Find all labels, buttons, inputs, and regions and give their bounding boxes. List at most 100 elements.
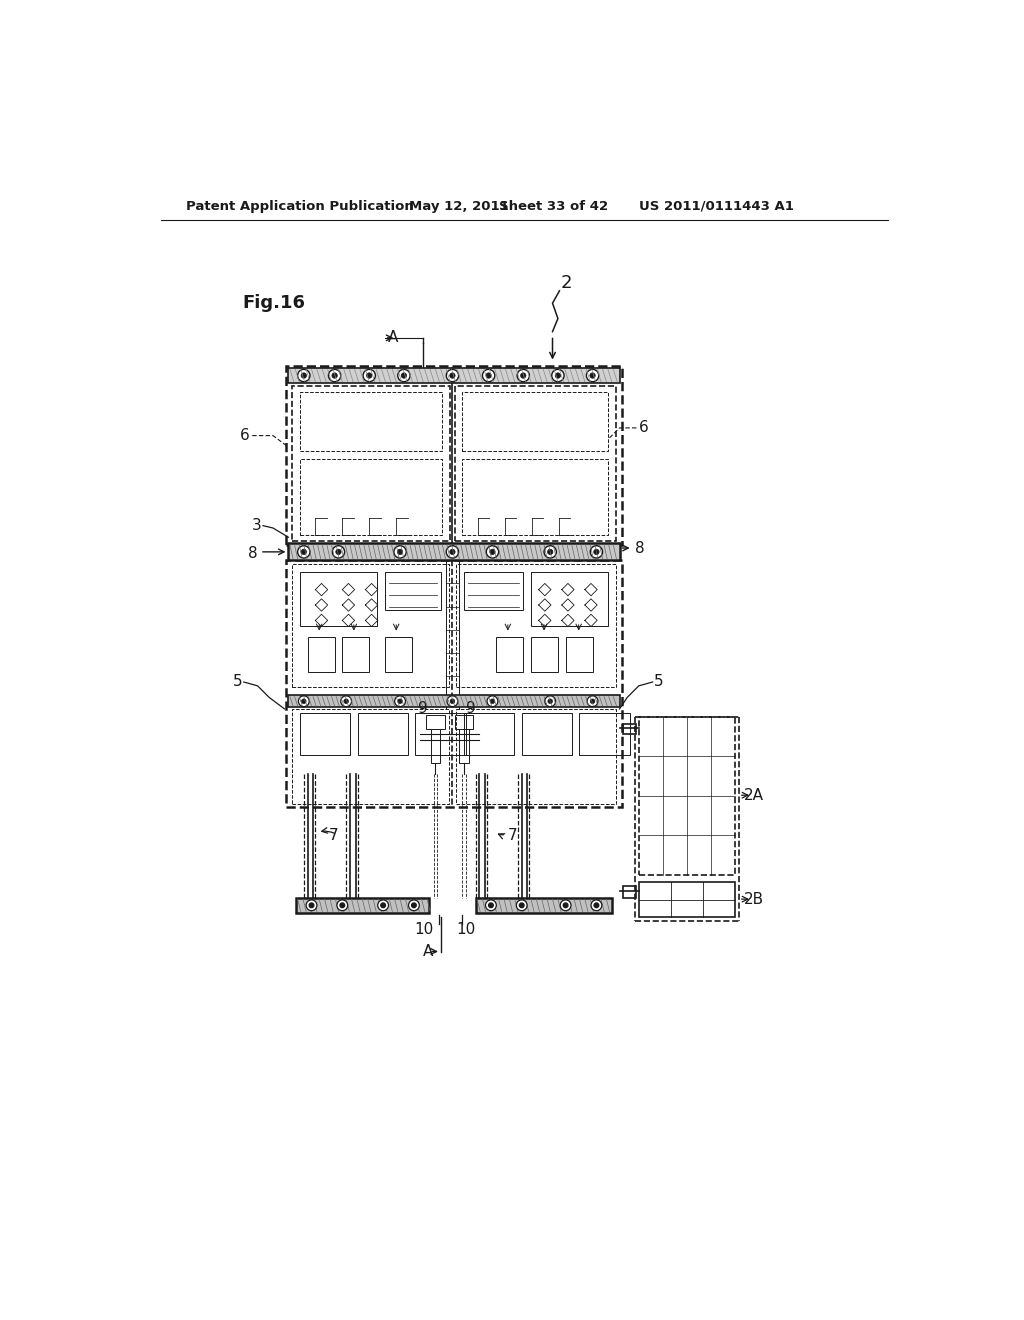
Circle shape xyxy=(482,370,495,381)
Circle shape xyxy=(446,370,459,381)
Circle shape xyxy=(520,372,526,379)
Text: Sheet 33 of 42: Sheet 33 of 42 xyxy=(499,199,608,213)
Circle shape xyxy=(544,545,556,558)
Bar xyxy=(580,713,630,755)
Bar xyxy=(292,564,449,688)
Circle shape xyxy=(394,696,406,706)
Bar xyxy=(300,572,377,626)
Bar xyxy=(624,725,637,734)
Circle shape xyxy=(306,900,316,911)
Circle shape xyxy=(451,700,455,704)
Circle shape xyxy=(332,372,337,379)
Circle shape xyxy=(394,545,407,558)
Circle shape xyxy=(447,696,458,706)
Bar xyxy=(289,544,620,561)
Circle shape xyxy=(485,900,497,911)
Circle shape xyxy=(301,700,306,704)
Text: 10: 10 xyxy=(457,923,475,937)
Bar xyxy=(426,715,444,729)
Circle shape xyxy=(298,545,310,558)
Circle shape xyxy=(548,549,553,554)
Circle shape xyxy=(548,700,553,704)
Circle shape xyxy=(301,549,306,554)
Circle shape xyxy=(397,370,410,381)
Bar xyxy=(455,385,615,541)
Circle shape xyxy=(378,900,388,911)
Text: 5: 5 xyxy=(654,675,664,689)
Bar xyxy=(624,886,637,898)
Bar xyxy=(286,366,622,545)
Circle shape xyxy=(516,900,527,911)
Bar xyxy=(531,572,608,626)
Text: 3: 3 xyxy=(252,519,261,533)
Bar xyxy=(416,713,466,755)
Circle shape xyxy=(563,903,568,908)
Circle shape xyxy=(337,900,348,911)
Bar xyxy=(357,713,408,755)
Circle shape xyxy=(587,370,599,381)
Text: 2B: 2B xyxy=(744,891,764,907)
Circle shape xyxy=(486,545,499,558)
Circle shape xyxy=(590,700,595,704)
Circle shape xyxy=(333,545,345,558)
Bar xyxy=(464,572,523,610)
Bar xyxy=(497,638,523,672)
Bar xyxy=(385,638,412,672)
Circle shape xyxy=(397,549,402,554)
Circle shape xyxy=(488,903,494,908)
Text: 2A: 2A xyxy=(744,788,764,803)
Text: 8: 8 xyxy=(635,540,644,556)
Bar xyxy=(286,560,622,807)
Circle shape xyxy=(594,903,599,908)
Bar xyxy=(300,459,442,535)
Bar xyxy=(464,713,514,755)
Bar xyxy=(300,713,350,755)
Circle shape xyxy=(545,696,556,706)
Bar xyxy=(431,729,440,763)
Text: Patent Application Publication: Patent Application Publication xyxy=(186,199,414,213)
Circle shape xyxy=(341,696,351,706)
Circle shape xyxy=(381,903,385,908)
Text: 2: 2 xyxy=(560,275,571,292)
Circle shape xyxy=(397,700,402,704)
Text: Fig.16: Fig.16 xyxy=(243,294,305,312)
Circle shape xyxy=(487,696,498,706)
Text: 7: 7 xyxy=(508,829,517,843)
Bar xyxy=(531,638,558,672)
Circle shape xyxy=(594,549,599,554)
Circle shape xyxy=(364,370,376,381)
Circle shape xyxy=(552,370,564,381)
Circle shape xyxy=(555,372,560,379)
Circle shape xyxy=(590,372,595,379)
Circle shape xyxy=(329,370,341,381)
Circle shape xyxy=(401,372,407,379)
Text: A: A xyxy=(388,330,398,346)
Bar xyxy=(292,709,449,804)
Bar xyxy=(460,729,469,763)
Circle shape xyxy=(517,370,529,381)
Bar xyxy=(463,392,608,451)
Bar xyxy=(292,385,451,541)
Text: 6: 6 xyxy=(241,428,250,444)
Bar xyxy=(455,715,473,729)
Circle shape xyxy=(490,700,495,704)
Circle shape xyxy=(340,903,345,908)
Circle shape xyxy=(309,903,313,908)
Bar xyxy=(307,638,335,672)
Circle shape xyxy=(486,372,492,379)
Bar xyxy=(639,882,735,917)
Circle shape xyxy=(587,696,598,706)
Circle shape xyxy=(446,545,459,558)
Bar xyxy=(639,717,735,875)
Bar xyxy=(289,696,620,708)
Text: 10: 10 xyxy=(414,923,433,937)
Circle shape xyxy=(344,700,348,704)
Circle shape xyxy=(409,900,419,911)
Circle shape xyxy=(519,903,524,908)
Circle shape xyxy=(298,370,310,381)
Bar xyxy=(385,572,441,610)
Bar xyxy=(521,713,571,755)
Bar xyxy=(342,638,370,672)
Text: 9: 9 xyxy=(466,701,475,717)
Circle shape xyxy=(489,549,496,554)
